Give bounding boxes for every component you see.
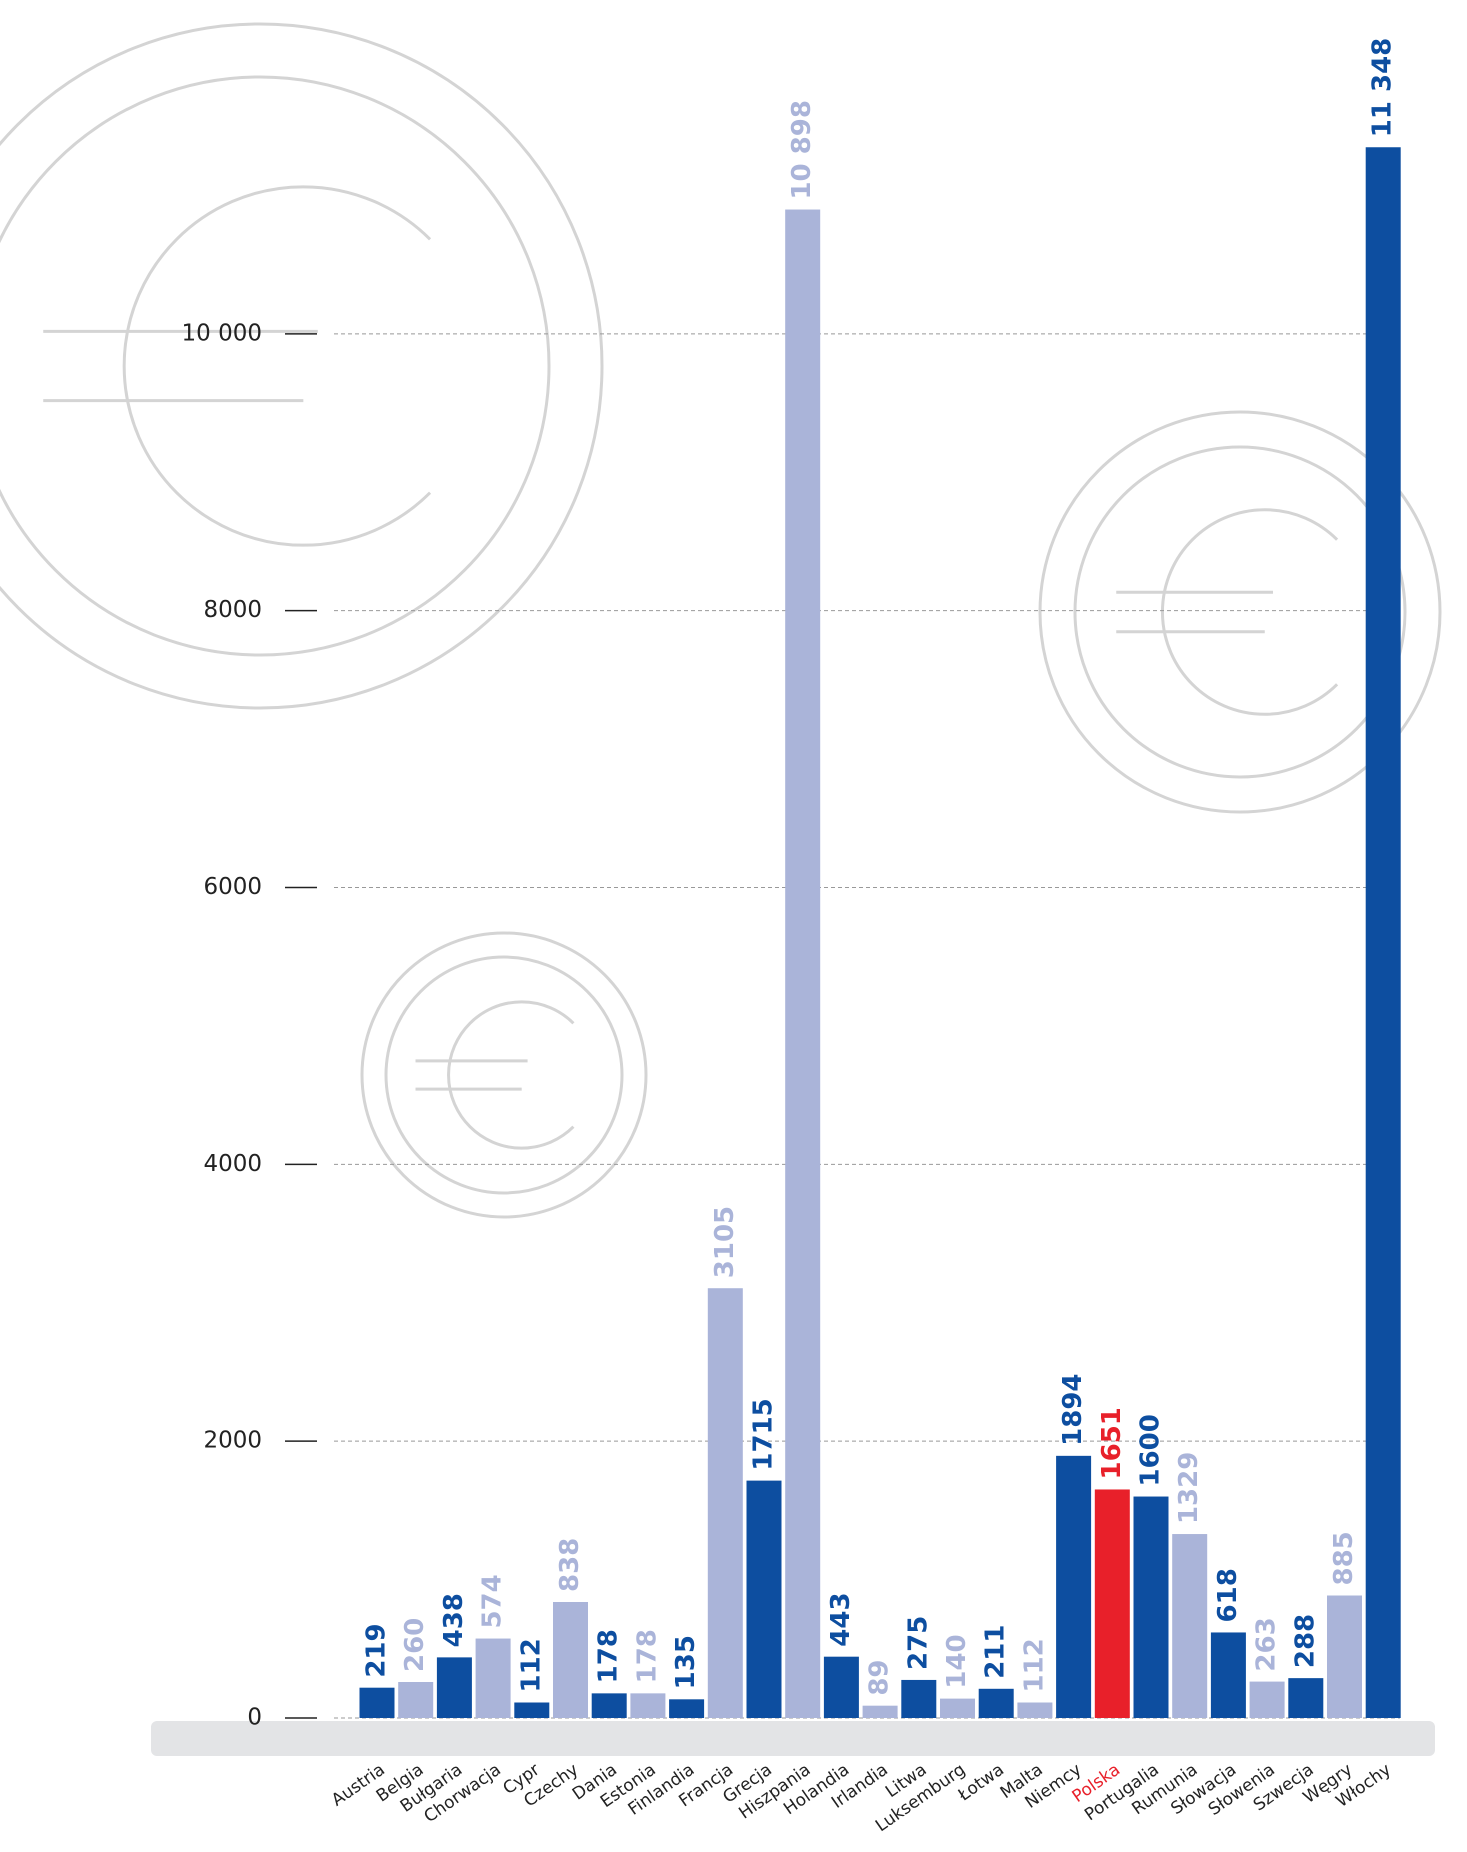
y-tick-label: 0 [247,1705,262,1731]
bar [746,1480,782,1718]
bar [707,1288,743,1718]
y-tick-label: 6000 [203,874,262,900]
bar [553,1602,588,1718]
value-label: 112 [1019,1638,1049,1692]
y-tick-label: 2000 [203,1428,262,1454]
value-label: 288 [1290,1614,1320,1668]
value-label: 1715 [749,1398,779,1470]
bar [1017,1702,1053,1718]
value-label: 618 [1213,1568,1243,1622]
bar [398,1682,434,1718]
bar [475,1638,511,1718]
bar [591,1693,627,1718]
bar [1133,1496,1169,1718]
axis-band [151,1721,1435,1756]
bar [1172,1534,1208,1718]
bar [1365,147,1401,1718]
bar [669,1699,705,1718]
bar [1249,1681,1285,1718]
value-label: 1600 [1136,1414,1166,1486]
value-label: 112 [516,1638,546,1692]
bar [978,1688,1014,1718]
bar [940,1698,975,1718]
bar [1288,1678,1324,1718]
bar [514,1702,550,1718]
value-label: 438 [439,1593,469,1647]
value-label: 574 [478,1574,508,1628]
value-label: 10 898 [787,100,817,200]
value-label: 3105 [710,1206,740,1278]
bar [1327,1595,1362,1718]
value-label: 838 [555,1538,585,1592]
bar [785,209,821,1719]
bar [436,1657,472,1718]
y-tick-label: 8000 [203,597,262,623]
euro-sign [415,1000,575,1150]
value-label: 1329 [1174,1452,1204,1524]
value-label: 11 348 [1368,38,1398,138]
value-label: 178 [632,1629,662,1683]
bar [1094,1489,1130,1718]
bar [630,1693,666,1718]
bar [862,1705,898,1718]
value-label: 178 [594,1629,624,1683]
y-tick-label: 10 000 [182,320,262,346]
euro-sign [1116,508,1339,716]
value-label: 275 [903,1616,933,1670]
bar [901,1679,937,1718]
value-label: 140 [942,1634,972,1688]
value-label: 885 [1329,1531,1359,1585]
value-label: 263 [1252,1617,1282,1671]
value-label: 1651 [1097,1407,1127,1479]
value-label: 1894 [1058,1373,1088,1445]
value-label: 443 [826,1592,856,1646]
bar [823,1656,859,1718]
bar [1210,1632,1246,1718]
background-coins [0,22,1442,1219]
value-label: 211 [981,1625,1011,1679]
value-label: 219 [362,1623,392,1677]
value-label: 135 [671,1635,701,1689]
bar [1056,1455,1092,1718]
euro-sign [43,185,432,547]
y-tick-label: 4000 [203,1151,262,1177]
bar [359,1687,395,1718]
value-label: 89 [865,1659,895,1695]
value-label: 260 [400,1618,430,1672]
